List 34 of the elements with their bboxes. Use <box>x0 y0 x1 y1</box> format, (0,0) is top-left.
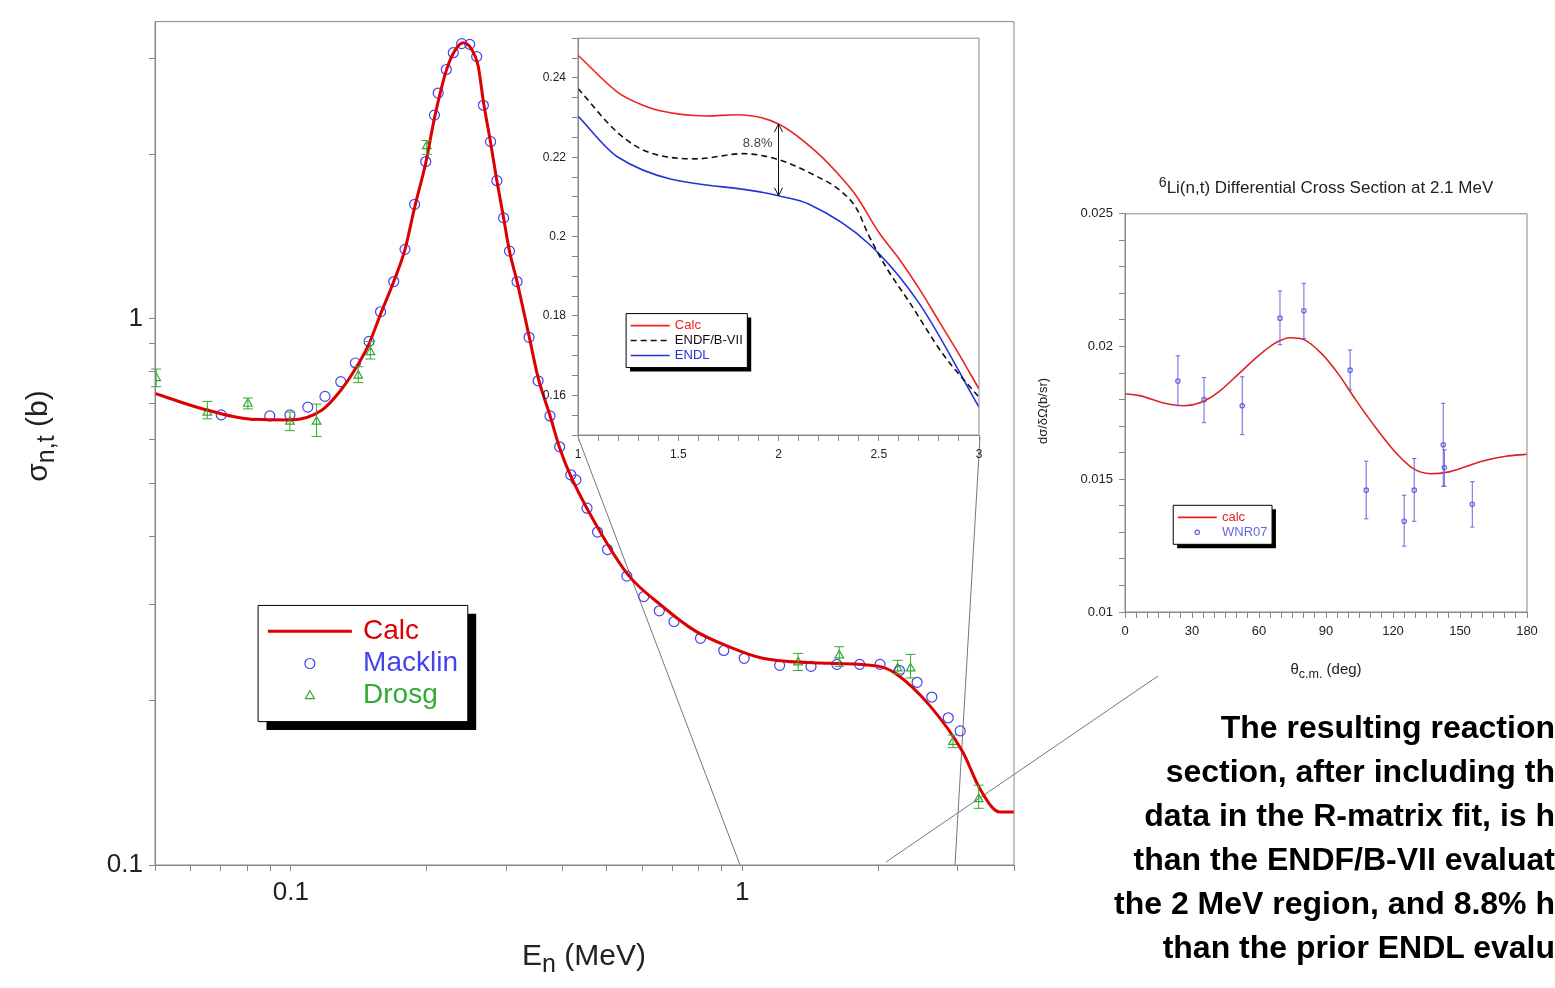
chart-title: $^{6}$Li(n,t) Differential Cross Section at 2.1 MeV <box>1158 173 1494 199</box>
x-axis-title: θ$_{c.m.}$ (deg) <box>1290 659 1362 681</box>
x-tick-label: 90 <box>1318 623 1334 639</box>
x-tick-label: 3 <box>975 446 983 461</box>
legend-label: ENDL <box>674 347 710 363</box>
x-tick-label: 2.5 <box>870 446 888 461</box>
x-tick-label: 120 <box>1382 623 1404 639</box>
y-tick-label: 0.025 <box>1080 205 1113 221</box>
x-tick-label: 1 <box>574 446 582 461</box>
y-tick-label: 0.22 <box>542 149 567 164</box>
legend-label: Calc <box>674 317 702 333</box>
y-axis-title: dσ/δΩ(b/sr) <box>1034 377 1050 445</box>
legend-label: Calc <box>363 614 420 646</box>
y-tick-label: 0.015 <box>1080 470 1113 486</box>
y-tick-label: 0.18 <box>542 308 567 323</box>
legend-label: Macklin <box>363 646 458 678</box>
text: The resulting reaction section, after including th data in the R-matrix fit, is h than the ENDF/B-VII evaluat the 2 MeV region, and 8.8% h than the prior ENDL evalu <box>1113 708 1555 967</box>
x-tick-label: 180 <box>1516 623 1538 639</box>
y-tick-label: 0.24 <box>542 70 567 85</box>
x-axis-title: E$_{n}$ (MeV) <box>522 938 646 978</box>
annotation: 8.8% <box>742 135 773 151</box>
y-tick-label: 0.02 <box>1087 338 1113 354</box>
legend-label: Drosg <box>363 678 438 710</box>
x-tick-label: 30 <box>1184 623 1200 639</box>
y-tick-label: 0.2 <box>549 228 567 243</box>
legend-label: WNR07 <box>1221 523 1268 539</box>
x-tick-label: 60 <box>1251 623 1267 639</box>
y-tick-label: 0.01 <box>1087 603 1113 619</box>
x-tick-label: 0 <box>1121 623 1129 639</box>
x-tick-label: 150 <box>1449 623 1471 639</box>
legend-label: ENDF/B-VII <box>674 332 743 348</box>
x-tick-label: 1.5 <box>669 446 687 461</box>
x-tick-label: 2 <box>775 446 783 461</box>
legend-label: calc <box>1221 508 1246 524</box>
